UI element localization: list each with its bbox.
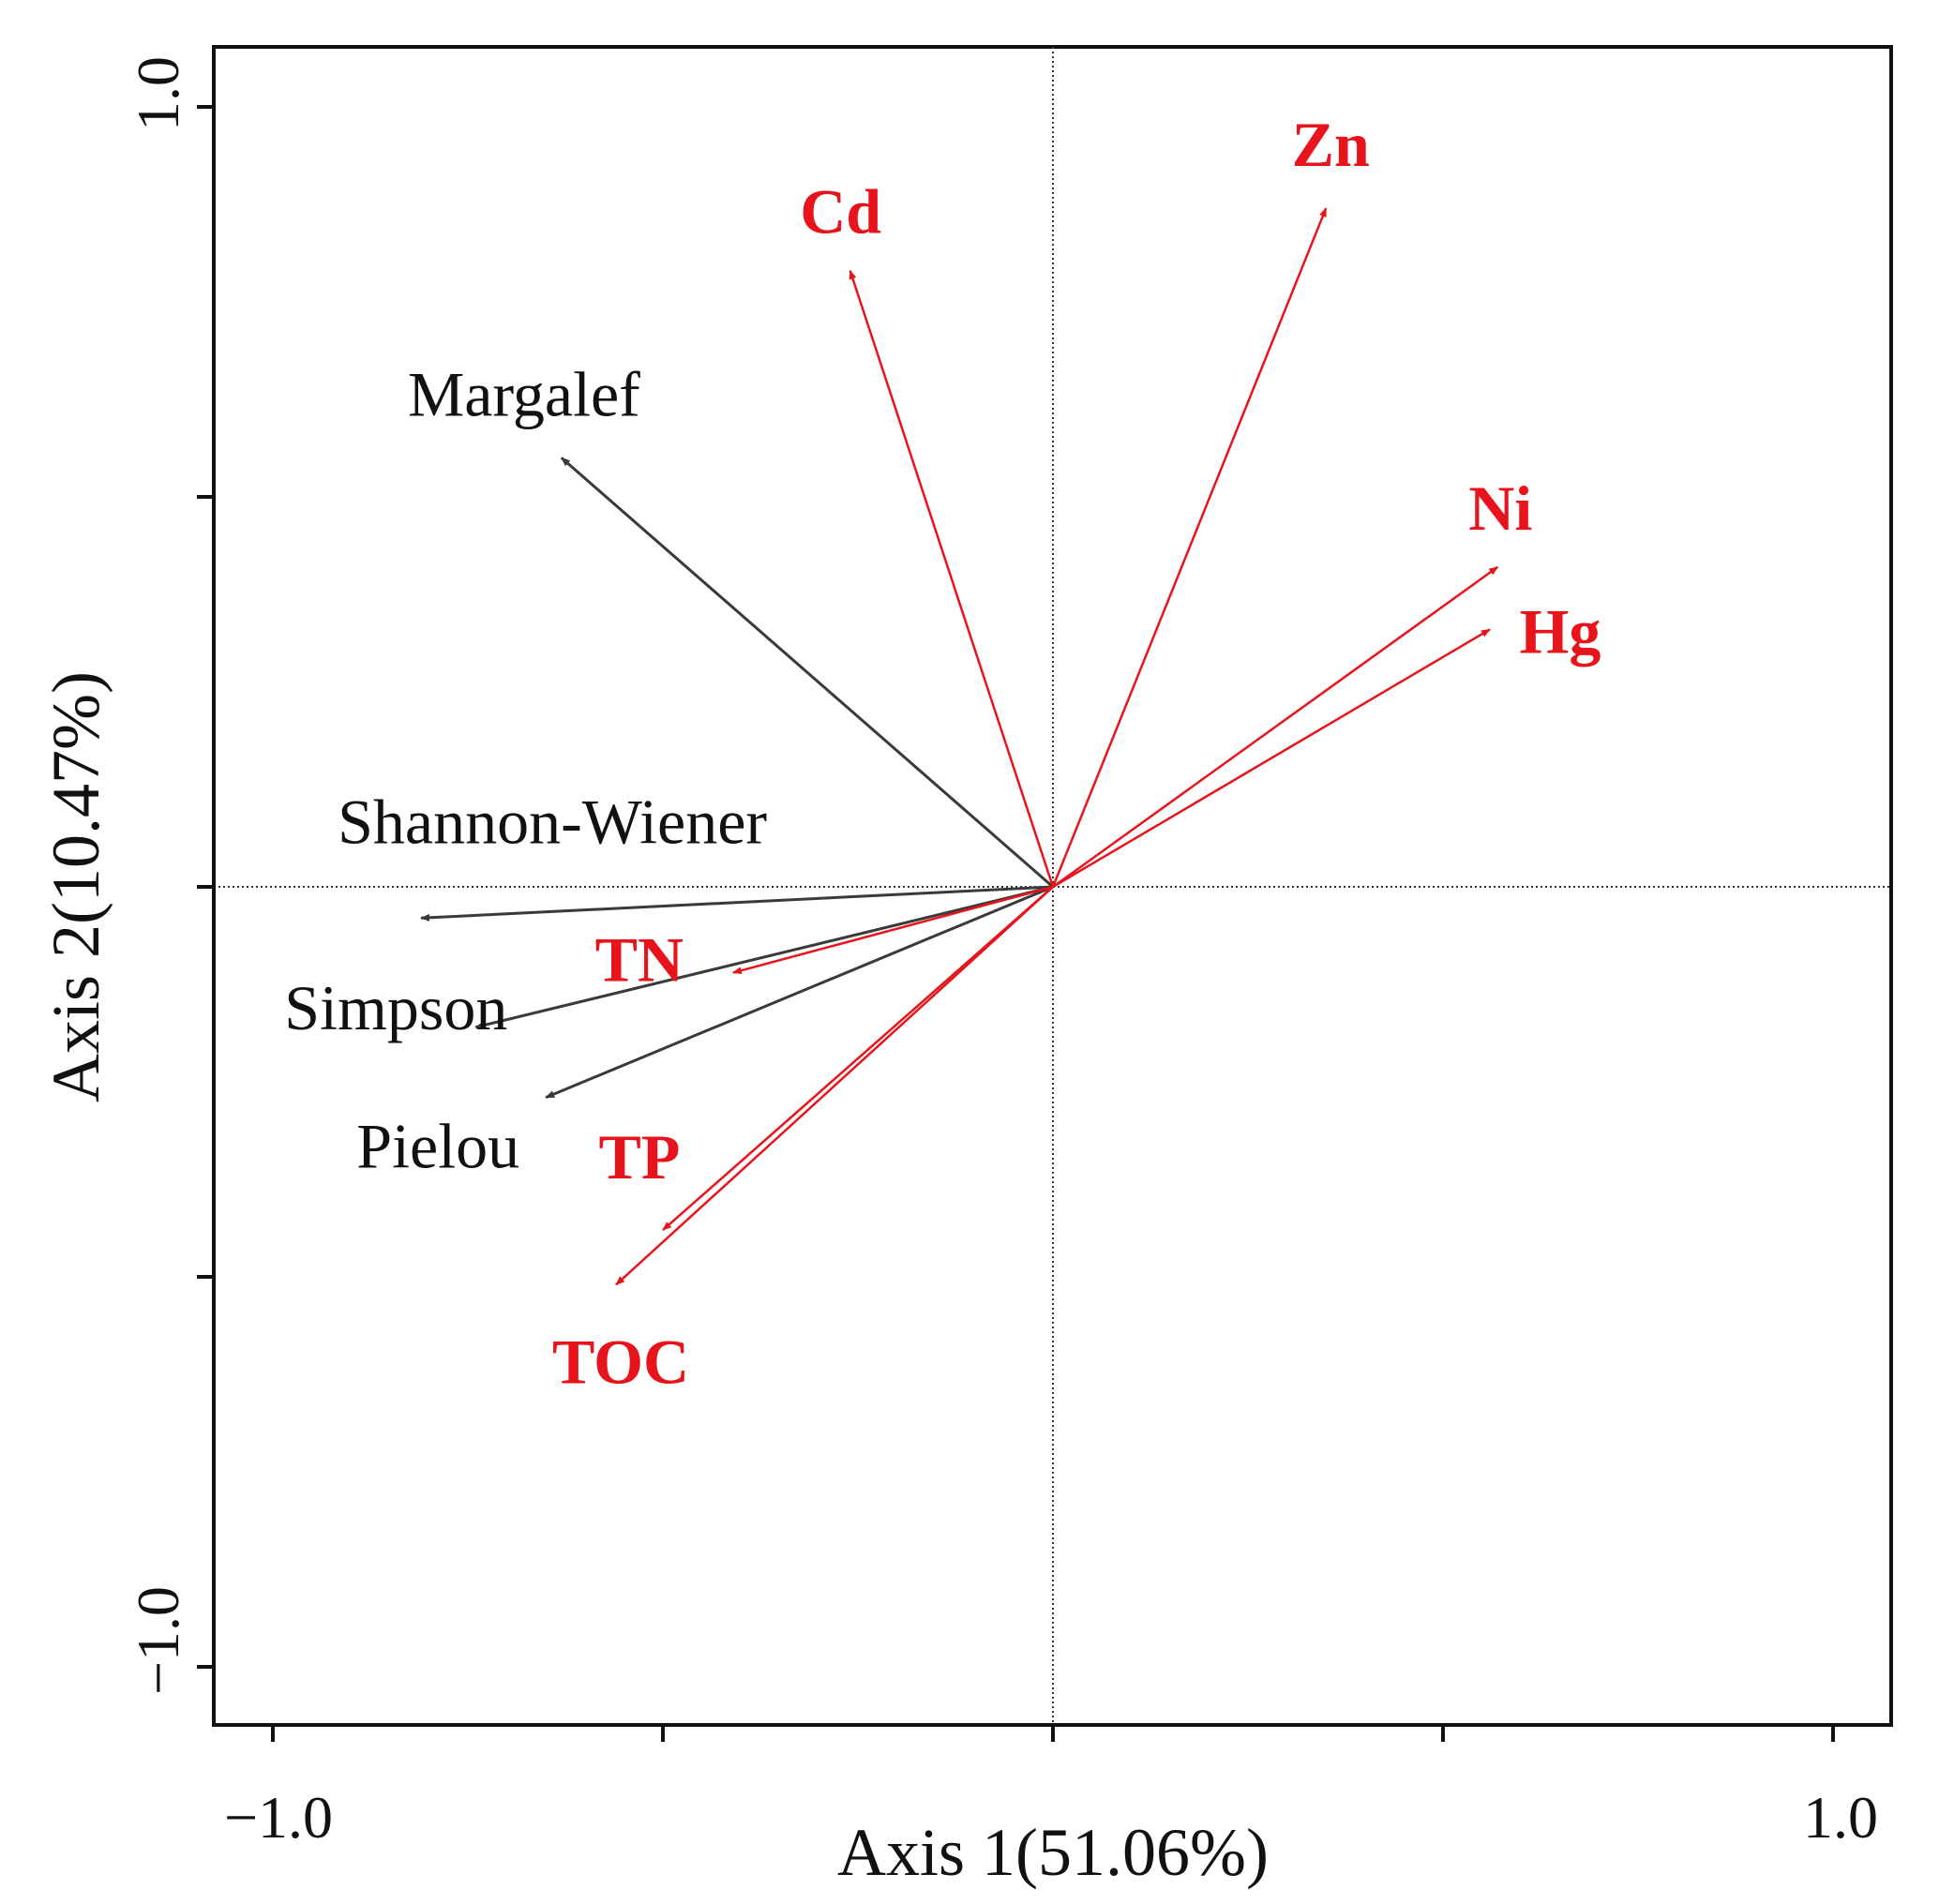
- x-axis: −1.0 1.0 Axis 1(51.06%): [214, 1723, 1891, 1890]
- vector-zn: [1051, 207, 1328, 888]
- vector-toc: [615, 886, 1054, 1286]
- vector-labels: Margalef Shannon-Wiener Simpson Pielou Cd Zn N…: [284, 109, 1601, 1397]
- vector-label-cd: Cd: [800, 176, 881, 247]
- vector-shannon-wiener: [420, 885, 1054, 922]
- vector-label-toc: TOC: [552, 1326, 689, 1397]
- y-ticks: [197, 105, 214, 1669]
- vector-label-hg: Hg: [1519, 595, 1601, 667]
- vector-hg: [1052, 628, 1491, 889]
- vector-label-shannon-wiener: Shannon-Wiener: [338, 786, 767, 857]
- y-axis: 1.0 −1.0 Axis 2(10.47%): [38, 47, 216, 1725]
- x-tick-label-min: −1.0: [224, 1784, 333, 1851]
- vector-label-tp: TP: [599, 1121, 681, 1192]
- y-tick-label-max: 1.0: [125, 56, 191, 131]
- vector-pielou: [545, 885, 1054, 1100]
- x-axis-title: Axis 1(51.06%): [837, 1815, 1269, 1890]
- vector-tn: [731, 885, 1054, 975]
- x-tick-label-max: 1.0: [1803, 1784, 1878, 1851]
- vector-cd: [849, 269, 1055, 888]
- vector-label-margalef: Margalef: [408, 358, 640, 429]
- vector-tp: [662, 886, 1054, 1232]
- y-tick-label-min: −1.0: [125, 1586, 191, 1695]
- y-axis-title: Axis 2(10.47%): [38, 671, 113, 1102]
- vector-label-tn: TN: [595, 924, 684, 996]
- vector-margalef: [560, 457, 1054, 889]
- vector-ni: [1052, 565, 1499, 889]
- vector-label-zn: Zn: [1292, 109, 1370, 180]
- vector-label-ni: Ni: [1468, 472, 1532, 544]
- vector-simpson: [474, 885, 1054, 1029]
- x-ticks: [271, 1725, 1835, 1742]
- vector-label-pielou: Pielou: [356, 1111, 519, 1182]
- vector-label-simpson: Simpson: [284, 972, 507, 1043]
- vectors: [420, 207, 1499, 1286]
